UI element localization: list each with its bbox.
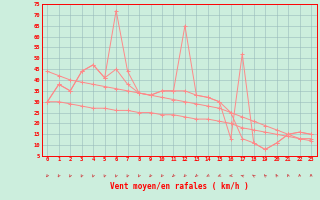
X-axis label: Vent moyen/en rafales ( km/h ): Vent moyen/en rafales ( km/h ): [110, 182, 249, 191]
